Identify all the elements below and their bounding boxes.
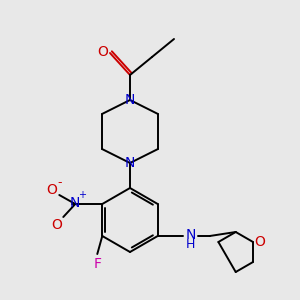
Text: N: N: [125, 93, 135, 107]
Text: O: O: [255, 235, 266, 249]
Text: F: F: [93, 257, 101, 271]
Text: O: O: [51, 218, 62, 232]
Text: -: -: [57, 176, 61, 190]
Text: O: O: [46, 183, 57, 197]
Text: O: O: [98, 45, 108, 59]
Text: H: H: [186, 238, 195, 251]
Text: N: N: [70, 196, 80, 210]
Text: N: N: [185, 228, 196, 242]
Text: N: N: [125, 156, 135, 170]
Text: +: +: [78, 190, 86, 200]
